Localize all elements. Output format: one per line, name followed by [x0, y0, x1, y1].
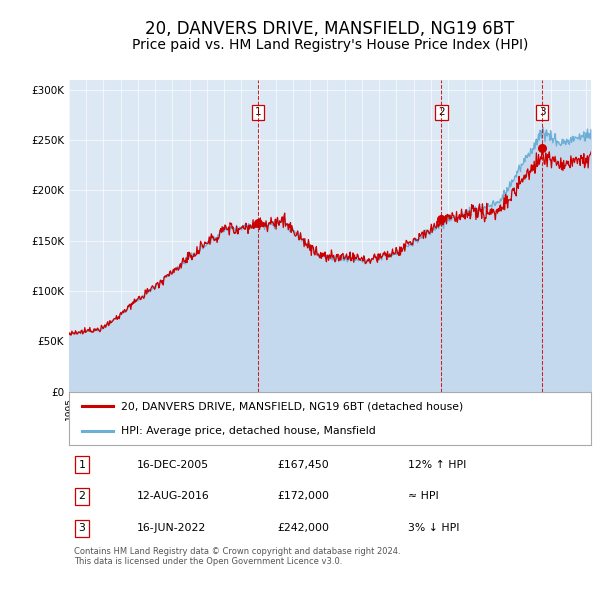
Text: 1: 1: [79, 460, 85, 470]
Text: 2: 2: [79, 491, 85, 502]
Text: 20, DANVERS DRIVE, MANSFIELD, NG19 6BT: 20, DANVERS DRIVE, MANSFIELD, NG19 6BT: [145, 21, 515, 38]
Text: ≈ HPI: ≈ HPI: [409, 491, 439, 502]
Text: 12% ↑ HPI: 12% ↑ HPI: [409, 460, 467, 470]
Text: 12-AUG-2016: 12-AUG-2016: [137, 491, 209, 502]
Text: 3: 3: [539, 107, 545, 117]
Text: 16-JUN-2022: 16-JUN-2022: [137, 523, 206, 533]
Text: 16-DEC-2005: 16-DEC-2005: [137, 460, 209, 470]
Text: Price paid vs. HM Land Registry's House Price Index (HPI): Price paid vs. HM Land Registry's House …: [132, 38, 528, 53]
Text: 20, DANVERS DRIVE, MANSFIELD, NG19 6BT (detached house): 20, DANVERS DRIVE, MANSFIELD, NG19 6BT (…: [121, 401, 463, 411]
Text: 1: 1: [254, 107, 261, 117]
Text: 3% ↓ HPI: 3% ↓ HPI: [409, 523, 460, 533]
Text: 2: 2: [438, 107, 445, 117]
Text: £172,000: £172,000: [278, 491, 330, 502]
Text: HPI: Average price, detached house, Mansfield: HPI: Average price, detached house, Mans…: [121, 426, 376, 436]
Text: £242,000: £242,000: [278, 523, 330, 533]
Text: 3: 3: [79, 523, 85, 533]
Text: £167,450: £167,450: [278, 460, 329, 470]
Text: Contains HM Land Registry data © Crown copyright and database right 2024.
This d: Contains HM Land Registry data © Crown c…: [74, 547, 401, 566]
